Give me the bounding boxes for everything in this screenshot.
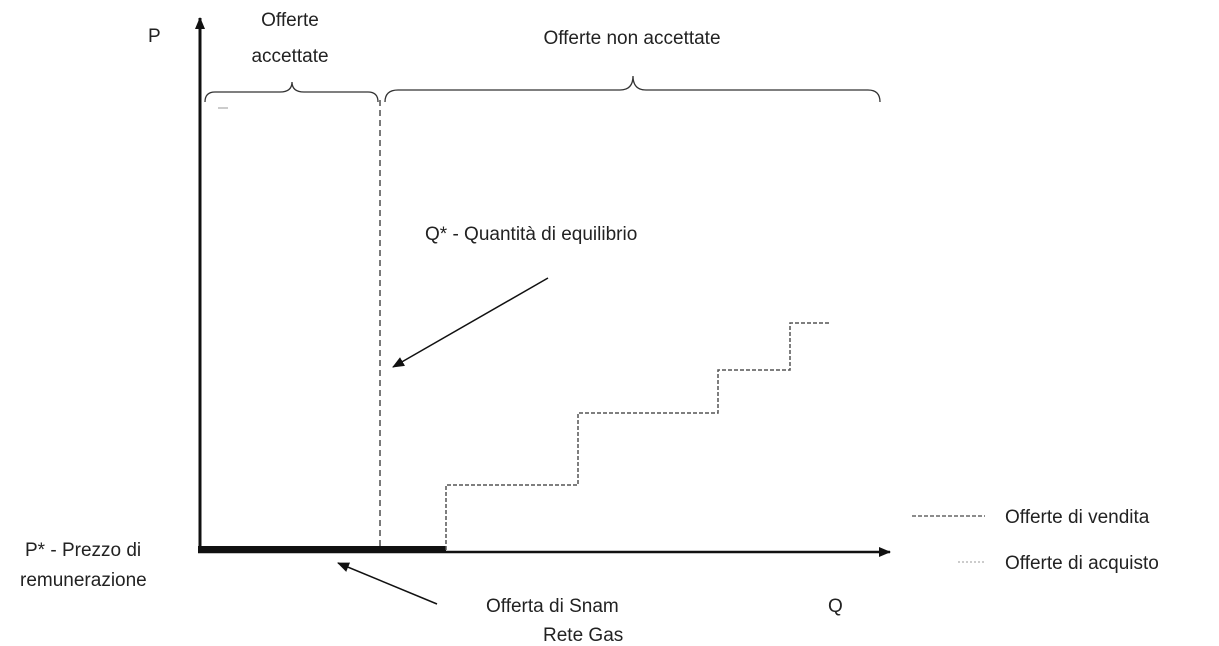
arrow xyxy=(392,277,549,368)
annotation: Rete Gas xyxy=(543,625,623,646)
legend-label: Offerte di vendita xyxy=(1005,507,1150,528)
group-label: accettate xyxy=(251,46,328,67)
annotation: remunerazione xyxy=(20,570,147,591)
group-label: Offerte non accettate xyxy=(543,28,720,49)
axis-label: P xyxy=(148,26,161,47)
group-label: Offerte xyxy=(261,10,319,31)
brace xyxy=(204,81,379,103)
arrow xyxy=(337,562,438,605)
legend-label: Offerte di acquisto xyxy=(1005,553,1159,574)
snam-offer-bar xyxy=(198,546,446,553)
annotation: Offerta di Snam xyxy=(486,596,619,617)
axis-label: Q xyxy=(828,596,843,617)
supply-curve xyxy=(445,322,830,550)
annotation: P* - Prezzo di xyxy=(25,540,141,561)
brace xyxy=(384,75,881,103)
annotation: Q* - Quantità di equilibrio xyxy=(425,224,637,245)
